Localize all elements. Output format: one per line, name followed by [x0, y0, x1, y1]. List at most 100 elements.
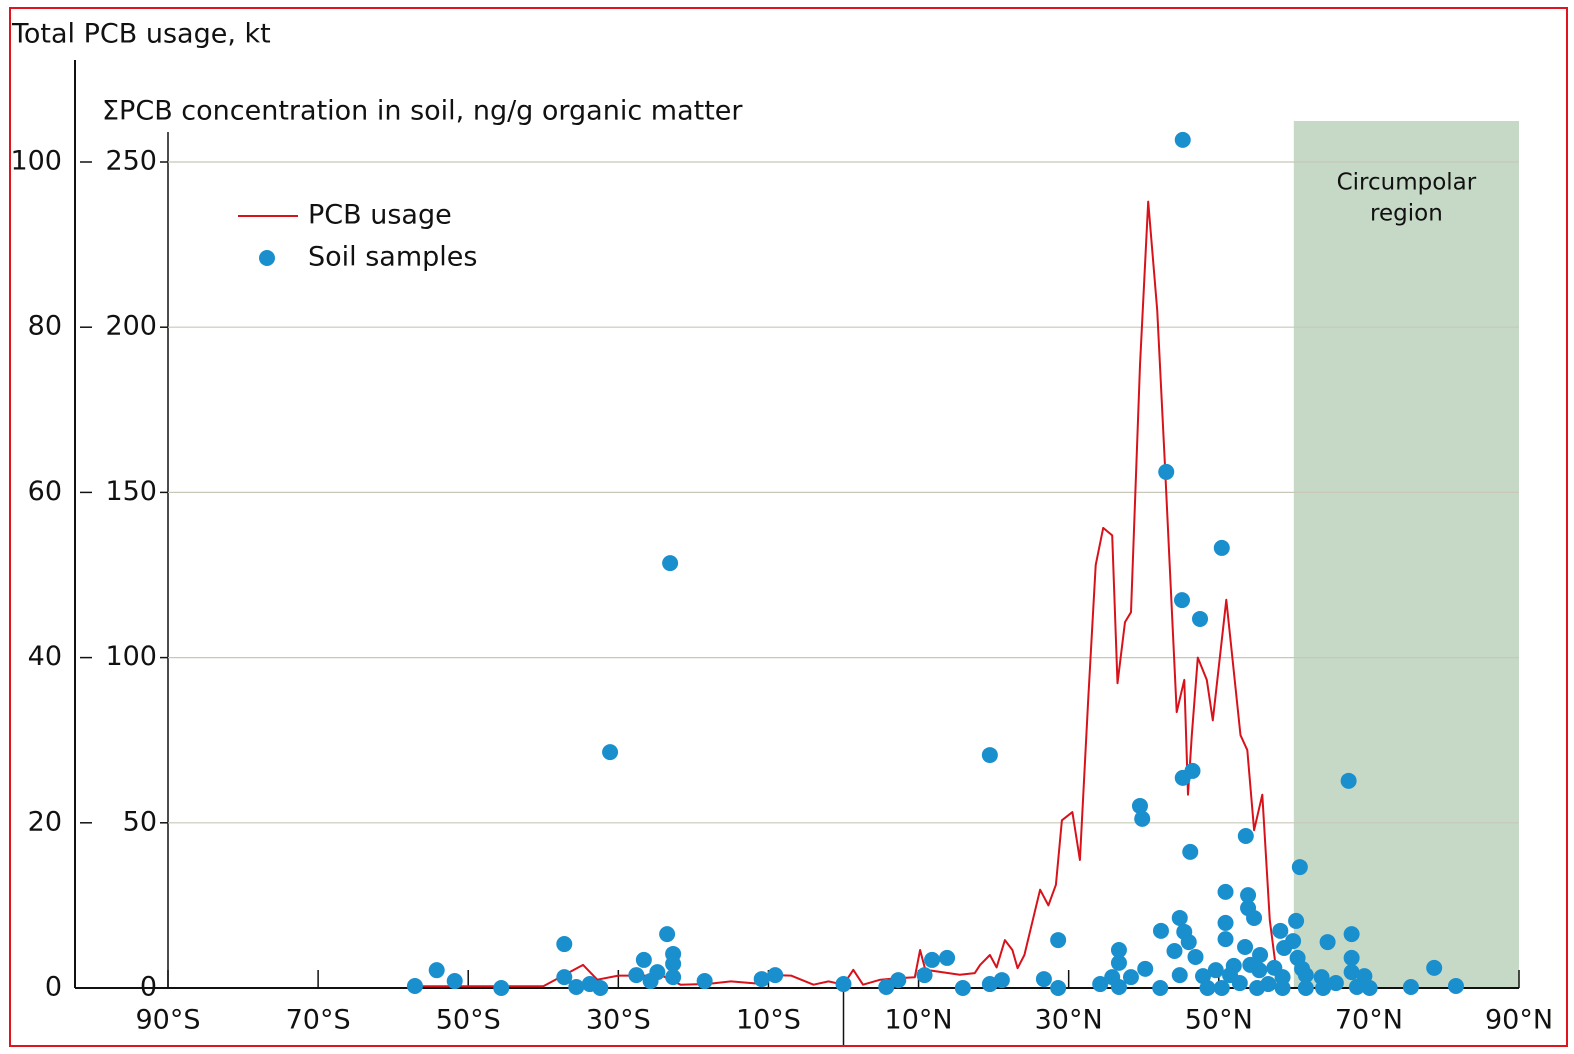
soil-point	[602, 744, 619, 761]
soil-point	[1182, 843, 1199, 860]
soil-point	[1152, 922, 1169, 939]
legend-label: Soil samples	[308, 242, 477, 273]
soil-point	[1174, 131, 1191, 148]
soil-point	[1217, 914, 1234, 931]
soil-point	[1272, 922, 1289, 939]
region-label: region	[1370, 201, 1443, 227]
soil-point	[1361, 980, 1378, 996]
x-tick-label: 70°N	[1335, 1005, 1403, 1036]
usage-line	[415, 200, 1280, 988]
soil-point	[1225, 957, 1242, 974]
soil-point	[1246, 909, 1263, 926]
soil-point	[924, 951, 941, 968]
soil-point	[1274, 980, 1291, 996]
soil-point	[767, 967, 784, 984]
soil-point	[1213, 539, 1230, 556]
soil-point	[662, 555, 679, 572]
soil-point	[1035, 971, 1052, 988]
soil-point	[981, 976, 998, 993]
soil-point	[556, 969, 573, 986]
soil-point	[1402, 979, 1419, 996]
soil-point	[878, 979, 895, 996]
soil-point	[1166, 942, 1183, 959]
soil-point	[446, 973, 463, 990]
x-tick-label: 10°N	[885, 1005, 953, 1036]
soil-point	[1217, 883, 1234, 900]
soil-point	[753, 971, 770, 988]
soil-point	[1319, 934, 1336, 951]
soil-point	[1297, 980, 1314, 996]
soil-point	[1231, 975, 1248, 992]
x-tick-label: 10°S	[736, 1005, 801, 1036]
soil-point	[628, 967, 645, 984]
region-label: Circumpolar	[1337, 170, 1477, 196]
soil-point	[1122, 969, 1139, 986]
soil-point	[665, 955, 682, 972]
soil-point	[1237, 939, 1254, 956]
soil-point	[1171, 967, 1188, 984]
soil-point	[568, 979, 585, 996]
x-tick-label: 90°N	[1485, 1005, 1553, 1036]
y-tick-label: 150	[105, 476, 157, 507]
legend-dot	[259, 250, 275, 266]
y-tick-label: 100	[105, 641, 157, 672]
soil-point	[1050, 932, 1067, 949]
soil-point	[592, 980, 609, 996]
soil-point	[1050, 980, 1067, 996]
soil-point	[428, 962, 445, 979]
soil-point	[1447, 978, 1464, 995]
soil-point	[1288, 912, 1305, 929]
soil-point	[1180, 934, 1197, 951]
y2-tick-label: 0	[45, 972, 62, 1003]
soil-point	[1187, 948, 1204, 965]
y2-axis-title: Total PCB usage, kt	[11, 19, 271, 50]
soil-point	[1158, 463, 1175, 480]
soil-point	[696, 973, 713, 990]
y-axis-title: ΣPCB concentration in soil, ng/g organic…	[102, 96, 743, 127]
soil-point	[1252, 946, 1269, 963]
y2-tick-label: 80	[28, 311, 62, 342]
y-tick-label: 50	[123, 806, 157, 837]
soil-point	[835, 976, 852, 993]
soil-point	[1297, 967, 1314, 984]
soil-point	[1315, 980, 1332, 996]
soil-point	[1110, 979, 1127, 996]
x-tick-label: 30°N	[1035, 1005, 1103, 1036]
soil-point	[659, 926, 676, 943]
y2-tick-label: 40	[28, 641, 62, 672]
soil-point	[1152, 980, 1169, 996]
y-tick-label: 200	[105, 311, 157, 342]
soil-point	[993, 972, 1010, 989]
soil-point	[1137, 960, 1154, 977]
soil-point	[1131, 797, 1148, 814]
soil-point	[1134, 810, 1151, 827]
soil-point	[1327, 975, 1344, 992]
x-tick-label: 50°S	[436, 1005, 501, 1036]
soil-point	[981, 747, 998, 764]
frame	[9, 7, 1568, 1047]
soil-point	[1217, 931, 1234, 948]
soil-point	[939, 949, 956, 966]
soil-point	[1240, 887, 1257, 904]
soil-point	[1110, 942, 1127, 959]
soil-point	[1343, 926, 1360, 943]
soil-point	[954, 980, 971, 996]
soil-point	[665, 969, 682, 986]
soil-point	[1092, 976, 1109, 993]
legend-label: PCB usage	[308, 200, 452, 231]
soil-point	[1110, 954, 1127, 971]
soil-point	[916, 967, 933, 984]
soil-point	[406, 978, 423, 995]
soil-point	[890, 972, 907, 989]
y-tick-label: 250	[105, 146, 157, 177]
soil-point	[1260, 976, 1277, 993]
soil-point	[649, 964, 666, 981]
x-tick-label: 30°S	[586, 1005, 651, 1036]
soil-point	[1237, 828, 1254, 845]
soil-point	[1184, 762, 1201, 779]
soil-point	[1199, 980, 1216, 996]
soil-point	[1340, 772, 1357, 789]
soil-point	[1426, 959, 1443, 976]
